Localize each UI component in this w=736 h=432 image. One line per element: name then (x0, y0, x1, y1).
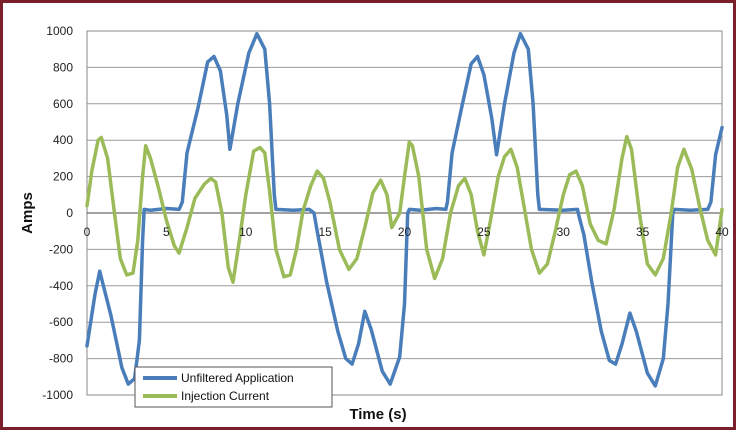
y-tick-label: 200 (53, 170, 73, 184)
x-tick-label: 35 (636, 225, 650, 239)
x-tick-labels: 0 5 10 15 20 25 30 35 40 (84, 225, 729, 239)
legend-label-unfiltered: Unfiltered Application (181, 371, 294, 385)
y-tick-labels: -1000 -800 -600 -400 -200 0 200 400 600 800 1000 (42, 24, 73, 402)
line-chart: 0 5 10 15 20 25 30 35 40 -1000 -800 -600 -400 -200 0 2… (19, 24, 729, 423)
x-axis-title: Time (s) (349, 406, 406, 423)
series-line-injection-current (85, 134, 724, 284)
y-tick-label: -1000 (42, 388, 73, 402)
y-tick-label: -200 (49, 242, 73, 256)
legend: Unfiltered Application Injection Current (134, 366, 333, 408)
plot-area (86, 30, 723, 396)
series-line-unfiltered-application (85, 31, 724, 388)
x-tick-label: 20 (398, 225, 412, 239)
series-layer (85, 31, 724, 388)
y-tick-label: 800 (53, 60, 73, 74)
y-tick-label: 0 (66, 206, 73, 220)
x-tick-label: 15 (318, 225, 332, 239)
x-tick-label: 5 (163, 225, 170, 239)
y-tick-label: -400 (49, 279, 73, 293)
y-axis-title: Amps (19, 192, 36, 234)
y-tick-label: -600 (49, 315, 73, 329)
x-tick-label: 10 (239, 225, 253, 239)
x-tick-label: 30 (557, 225, 571, 239)
y-tick-label: -800 (49, 352, 73, 366)
x-tick-label: 25 (477, 225, 491, 239)
y-tick-label: 400 (53, 133, 73, 147)
x-tick-label: 40 (715, 225, 729, 239)
x-tick-label: 0 (84, 225, 91, 239)
y-tick-label: 600 (53, 97, 73, 111)
legend-box (134, 366, 333, 408)
legend-label-injection: Injection Current (181, 389, 270, 403)
y-tick-label: 1000 (46, 24, 73, 38)
